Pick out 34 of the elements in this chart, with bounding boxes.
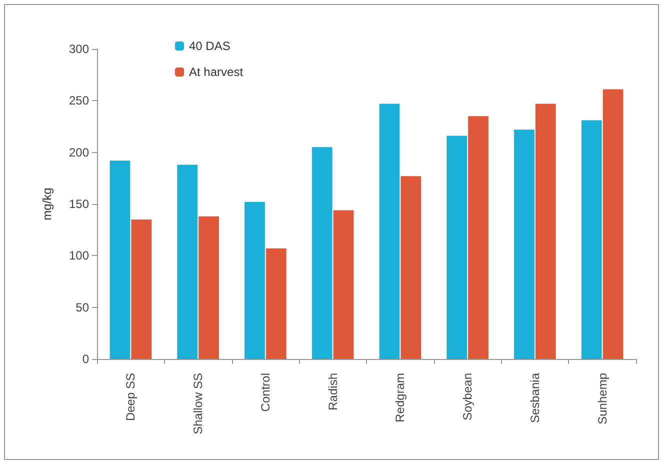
bar	[602, 89, 624, 359]
x-tick-label: Shallow SS	[191, 373, 206, 434]
bar	[379, 104, 400, 359]
x-tick-label: Redgram	[393, 373, 408, 422]
bar	[110, 160, 130, 359]
x-tick-label: Control	[258, 373, 272, 412]
bar	[400, 176, 422, 359]
bar	[514, 130, 534, 359]
y-tick-label: 50	[76, 300, 90, 314]
bar	[312, 147, 332, 359]
bar	[446, 136, 468, 359]
x-tick-label: Radish	[326, 373, 340, 410]
x-tick-label: Deep SS	[124, 373, 138, 422]
bar	[131, 220, 152, 359]
bar	[198, 216, 219, 359]
x-tick-label: Soybean	[460, 373, 475, 420]
bar	[244, 202, 265, 359]
y-tick-label: 150	[68, 197, 90, 211]
y-tick-label: 100	[68, 248, 90, 263]
bar	[535, 104, 556, 359]
bar	[177, 164, 198, 359]
y-tick-label: 0	[82, 352, 90, 366]
legend-label: At harvest	[189, 65, 244, 79]
x-tick-label: Sesbania	[528, 372, 542, 424]
bar	[468, 116, 488, 359]
x-tick-label: Sunhemp	[595, 372, 610, 424]
y-axis-title: mg/kg	[40, 188, 54, 220]
bar	[333, 210, 354, 359]
legend-label: 40 DAS	[189, 39, 230, 53]
bar	[266, 248, 286, 359]
y-tick-label: 250	[68, 94, 90, 108]
y-tick-label: 200	[68, 145, 90, 160]
bar	[581, 120, 602, 359]
y-tick-label: 300	[68, 42, 90, 56]
